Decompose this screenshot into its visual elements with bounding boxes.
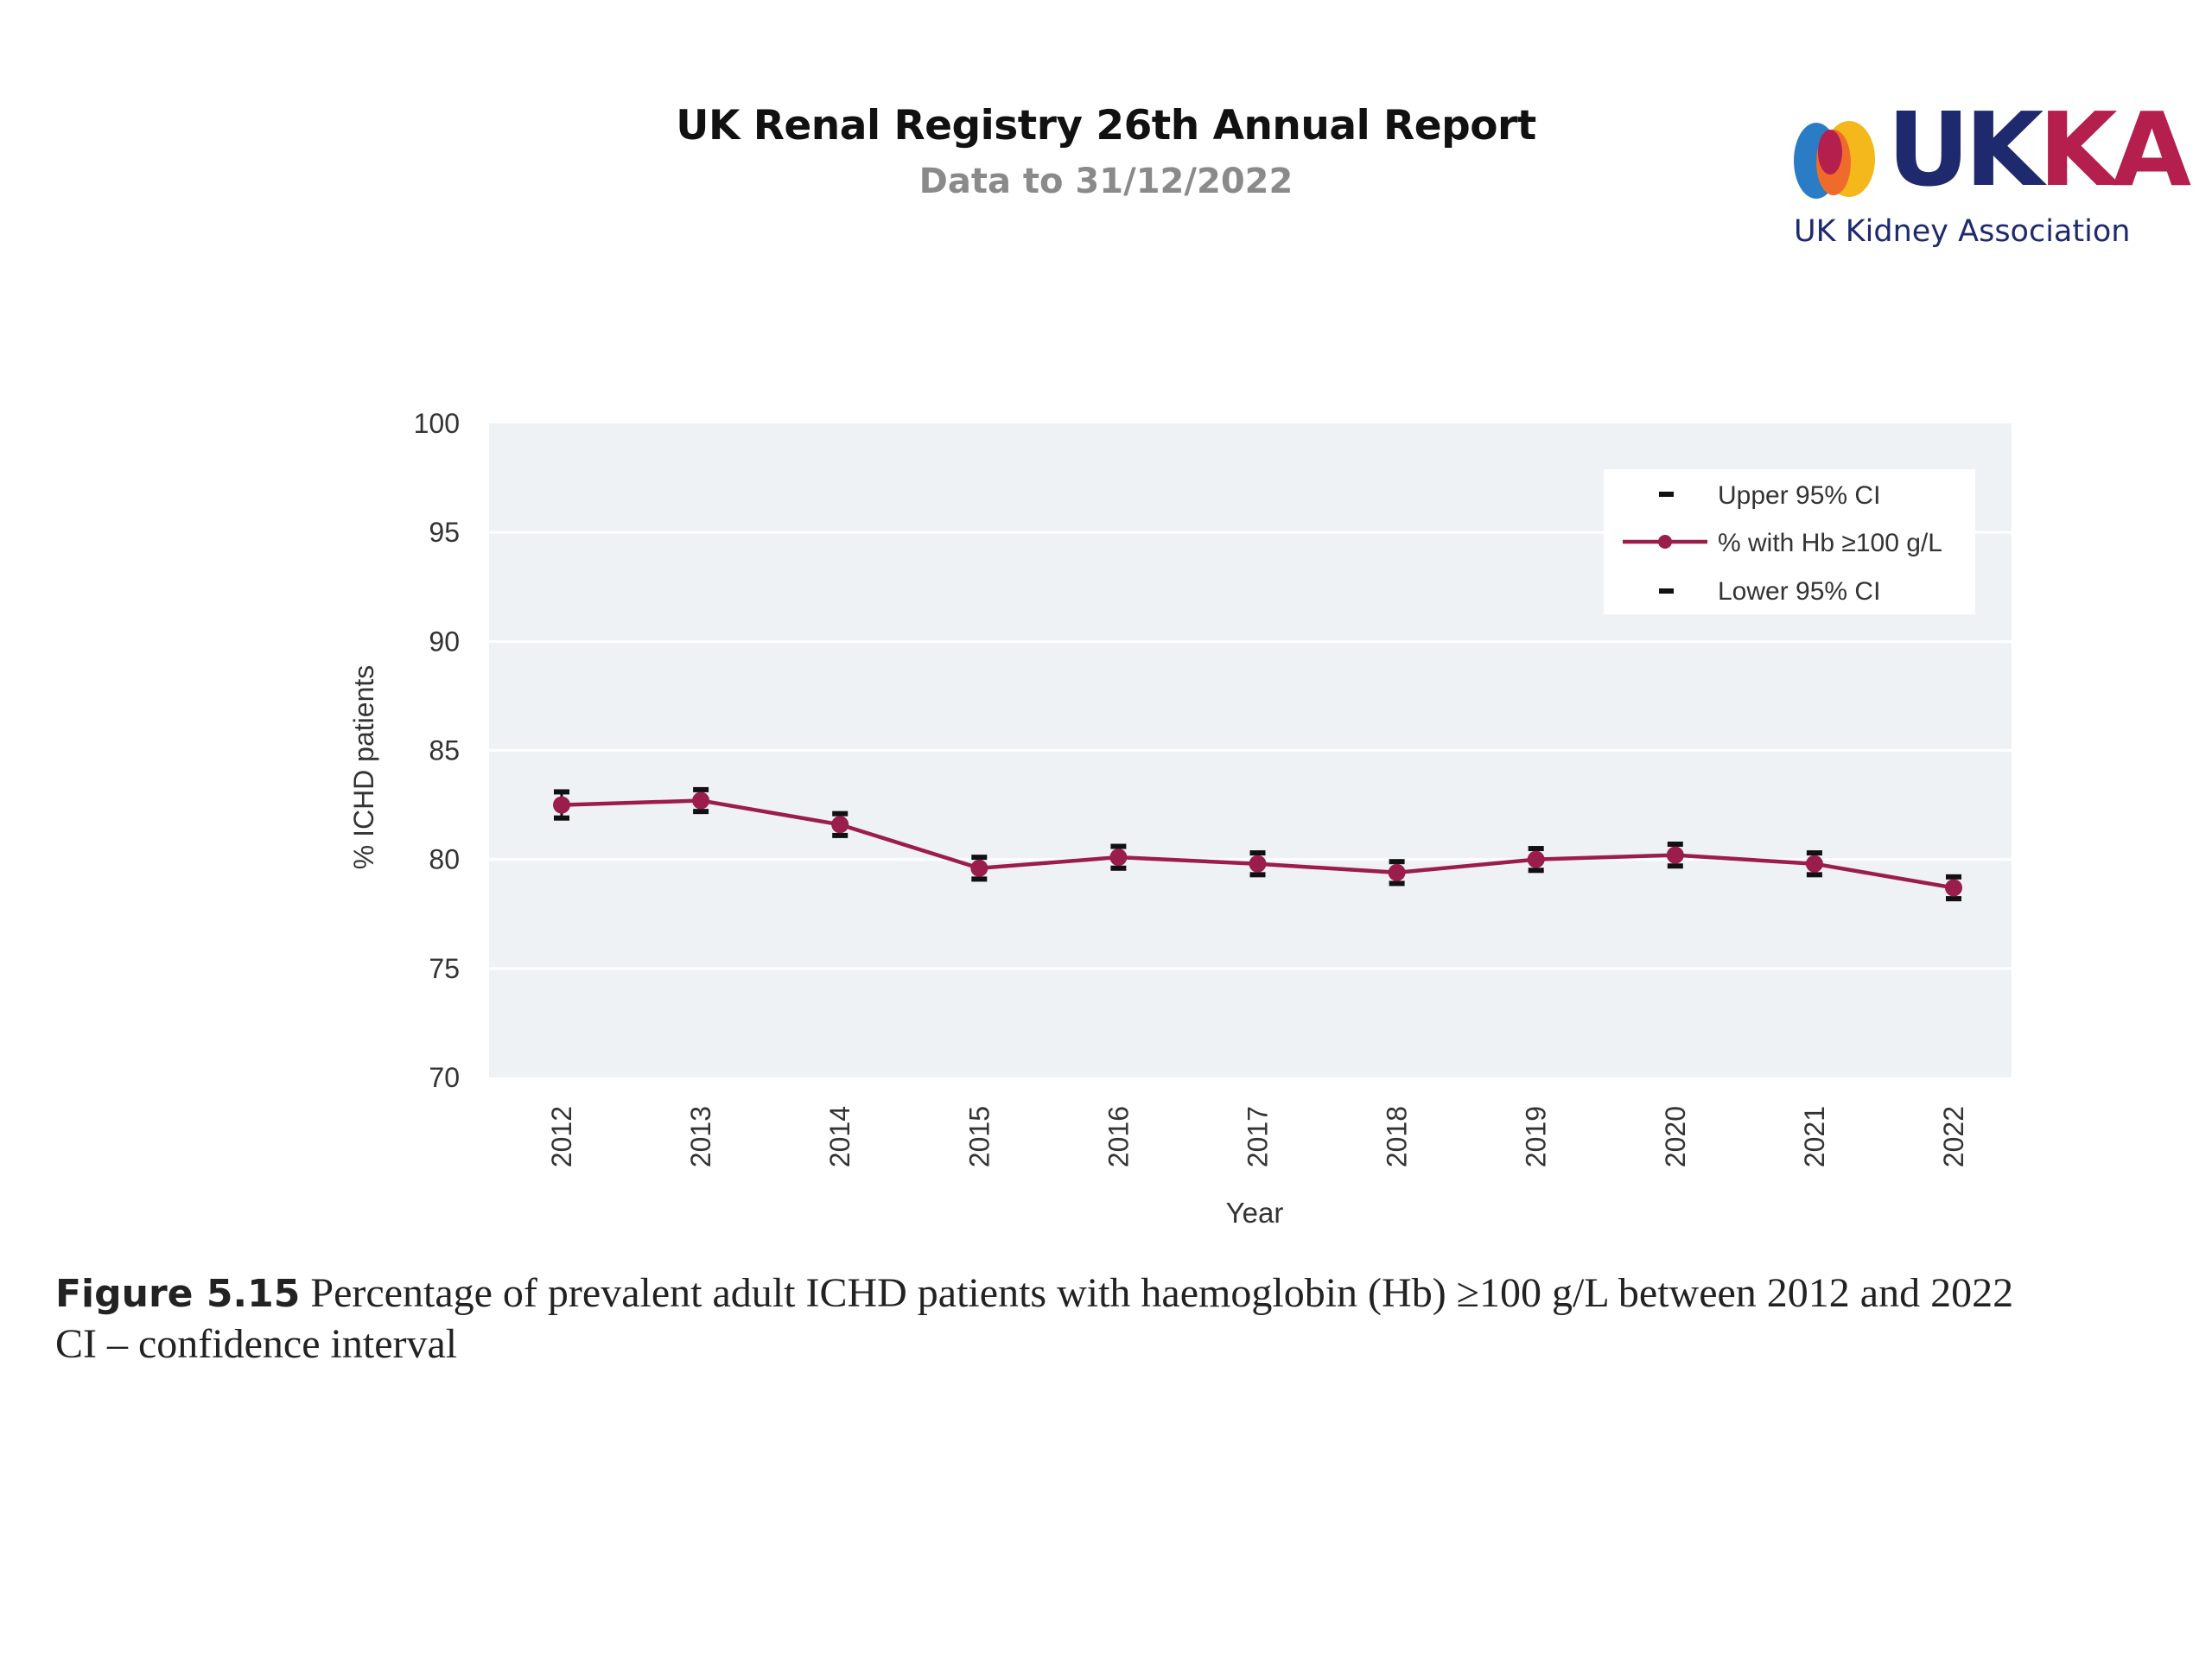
y-tick-label: 95 [429,517,460,548]
caption-note: CI – confidence interval [55,1321,458,1367]
report-title: UK Renal Registry 26th Annual Report [676,102,1536,149]
lower-ci-cap [554,815,569,821]
lower-ci-cap [1806,872,1822,878]
upper-ci-cap [1528,846,1544,852]
x-tick-label: 2012 [546,1106,577,1167]
upper-ci-cap [1110,843,1127,849]
figure-label: Figure 5.15 [55,1272,301,1316]
y-axis-label: % ICHD patients [348,665,379,870]
x-tick-label: 2019 [1521,1106,1552,1167]
y-tick-label: 90 [429,626,460,657]
report-subtitle: Data to 31/12/2022 [918,162,1294,201]
lower-ci-cap [1110,865,1127,871]
data-point [1805,855,1823,873]
lower-ci-cap [1249,872,1266,878]
legend: Upper 95% CI % with Hb ≥100 g/L Lower 95… [1604,469,1975,614]
x-tick-label: 2022 [1938,1106,1969,1167]
data-point [1388,863,1406,881]
caption-text: Percentage of prevalent adult ICHD patie… [310,1270,2014,1316]
y-tick-label: 100 [414,408,460,439]
line-chart: 70 75 80 85 90 95 100 2012 2013 2014 2015 2016 2017… [348,408,2012,1229]
upper-ci-cap [1806,850,1822,856]
lower-ci-cap [832,832,849,838]
data-point [1527,850,1545,868]
x-tick-label: 2015 [963,1106,995,1167]
data-point [1109,849,1128,867]
lower-ci-cap [1389,880,1405,887]
data-point [692,791,710,810]
upper-ci-cap [1389,859,1405,865]
y-tick-label: 80 [429,844,460,875]
report-header: UK Renal Registry 26th Annual Report Dat… [0,102,2212,201]
upper-ci-cap [971,855,988,861]
x-tick-label: 2014 [824,1106,855,1167]
legend-series-label: % with Hb ≥100 g/L [1718,529,1942,557]
logo-wordmark: UKKA [1887,99,2191,200]
logo-uk: UK [1887,90,2044,209]
data-point [831,816,849,834]
data-point [553,796,570,814]
x-axis-ticks: 2012 2013 2014 2015 2016 2017 2018 2019 2020 2021… [546,1106,1969,1167]
x-tick-label: 2016 [1103,1106,1134,1167]
data-point [1249,855,1267,873]
caption-line: Figure 5.15 Percentage of prevalent adul… [55,1268,2181,1319]
ukka-logo: UKKA UK Kidney Association [1787,99,2191,257]
x-tick-label: 2017 [1243,1106,1274,1167]
data-point [1945,879,1962,897]
data-point [1666,846,1684,864]
upper-ci-cap [1667,842,1683,848]
legend-series-marker [1658,535,1672,549]
x-tick-label: 2013 [685,1106,716,1167]
upper-ci-cap [554,789,569,795]
y-tick-label: 85 [429,735,460,766]
lower-ci-cap [1528,868,1544,874]
logo-ka: KA [2038,90,2191,209]
logo-tagline: UK Kidney Association [1794,214,2131,249]
y-axis-ticks: 70 75 80 85 90 95 100 [414,408,460,1093]
data-points [553,791,1962,897]
kidney-logo-icon [1794,121,1875,199]
y-tick-label: 70 [429,1062,460,1093]
y-tick-label: 75 [429,953,460,984]
data-point [970,859,988,877]
lower-ci-cap [1667,863,1683,869]
legend-upper-ci-label: Upper 95% CI [1718,481,1880,510]
figure-caption: Figure 5.15 Percentage of prevalent adul… [55,1268,2181,1370]
upper-ci-cap [1946,874,1961,880]
upper-ci-cap [693,786,709,792]
upper-ci-cap [1249,850,1266,856]
upper-ci-cap [832,810,849,817]
lower-ci-cap [971,876,988,882]
x-tick-label: 2021 [1799,1106,1830,1167]
x-axis-label: Year [1226,1197,1284,1229]
lower-ci-cap [1946,896,1961,902]
legend-lower-ci-label: Lower 95% CI [1718,577,1880,606]
x-tick-label: 2018 [1382,1106,1413,1167]
legend-lower-ci-marker [1659,588,1674,594]
legend-upper-ci-marker [1659,492,1674,497]
lower-ci-cap [693,809,709,815]
x-tick-label: 2020 [1660,1106,1691,1167]
